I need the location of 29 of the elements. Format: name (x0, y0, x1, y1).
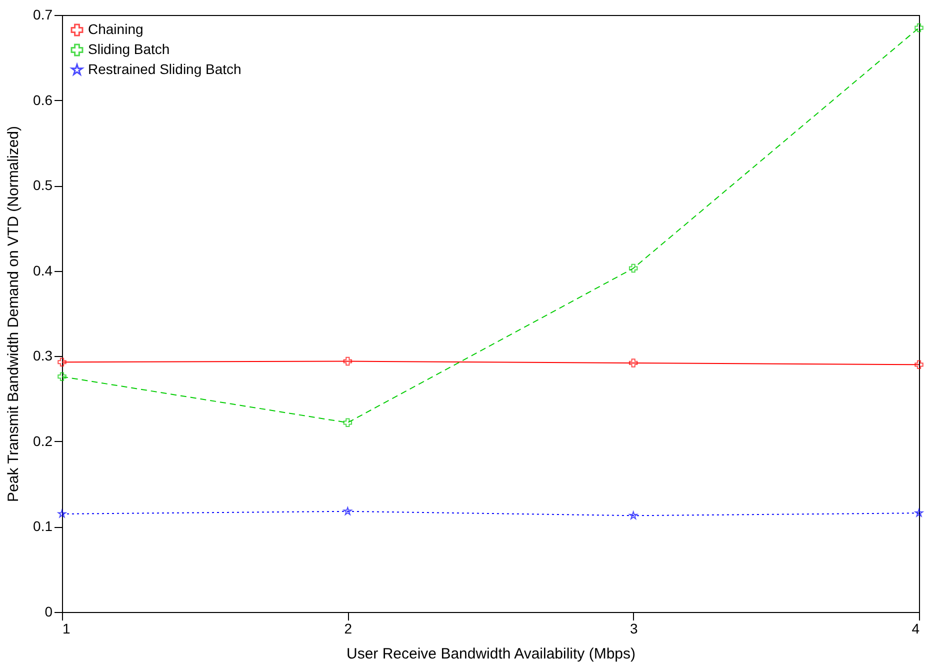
point (914, 508, 924, 517)
point (914, 360, 924, 370)
point (58, 358, 66, 366)
y-tick-label: 0.1 (33, 518, 53, 534)
y-tick-label: 0.6 (33, 92, 53, 108)
x-axis-title: User Receive Bandwidth Availability (Mbps) (346, 646, 636, 662)
y-tick-label: 0 (44, 604, 53, 620)
y-tick-label: 0.2 (33, 432, 53, 449)
y-tick-label: 0.7 (33, 6, 53, 22)
legend-label: Sliding Batch (88, 41, 170, 57)
x-tick-label: 4 (912, 620, 920, 636)
point (629, 511, 638, 520)
point (628, 358, 638, 368)
x-tick-label: 2 (344, 620, 352, 636)
y-tick-label: 0.5 (33, 177, 53, 194)
y-axis-title: Peak Transmit Bandwidth Demand on VTD (Normalized) (5, 126, 22, 502)
legend-label: Chaining (88, 21, 144, 37)
point (343, 356, 352, 366)
legend-label: Restrained Sliding Batch (88, 61, 242, 77)
point (58, 510, 66, 518)
x-tick-label: 1 (62, 620, 70, 636)
point (58, 372, 66, 381)
point (343, 418, 352, 428)
y-tick-label: 0.4 (33, 262, 53, 278)
x-tick-label: 3 (630, 620, 638, 636)
point (343, 506, 352, 515)
y-tick-label: 0.3 (33, 348, 53, 364)
point (914, 23, 924, 32)
point (628, 264, 638, 273)
